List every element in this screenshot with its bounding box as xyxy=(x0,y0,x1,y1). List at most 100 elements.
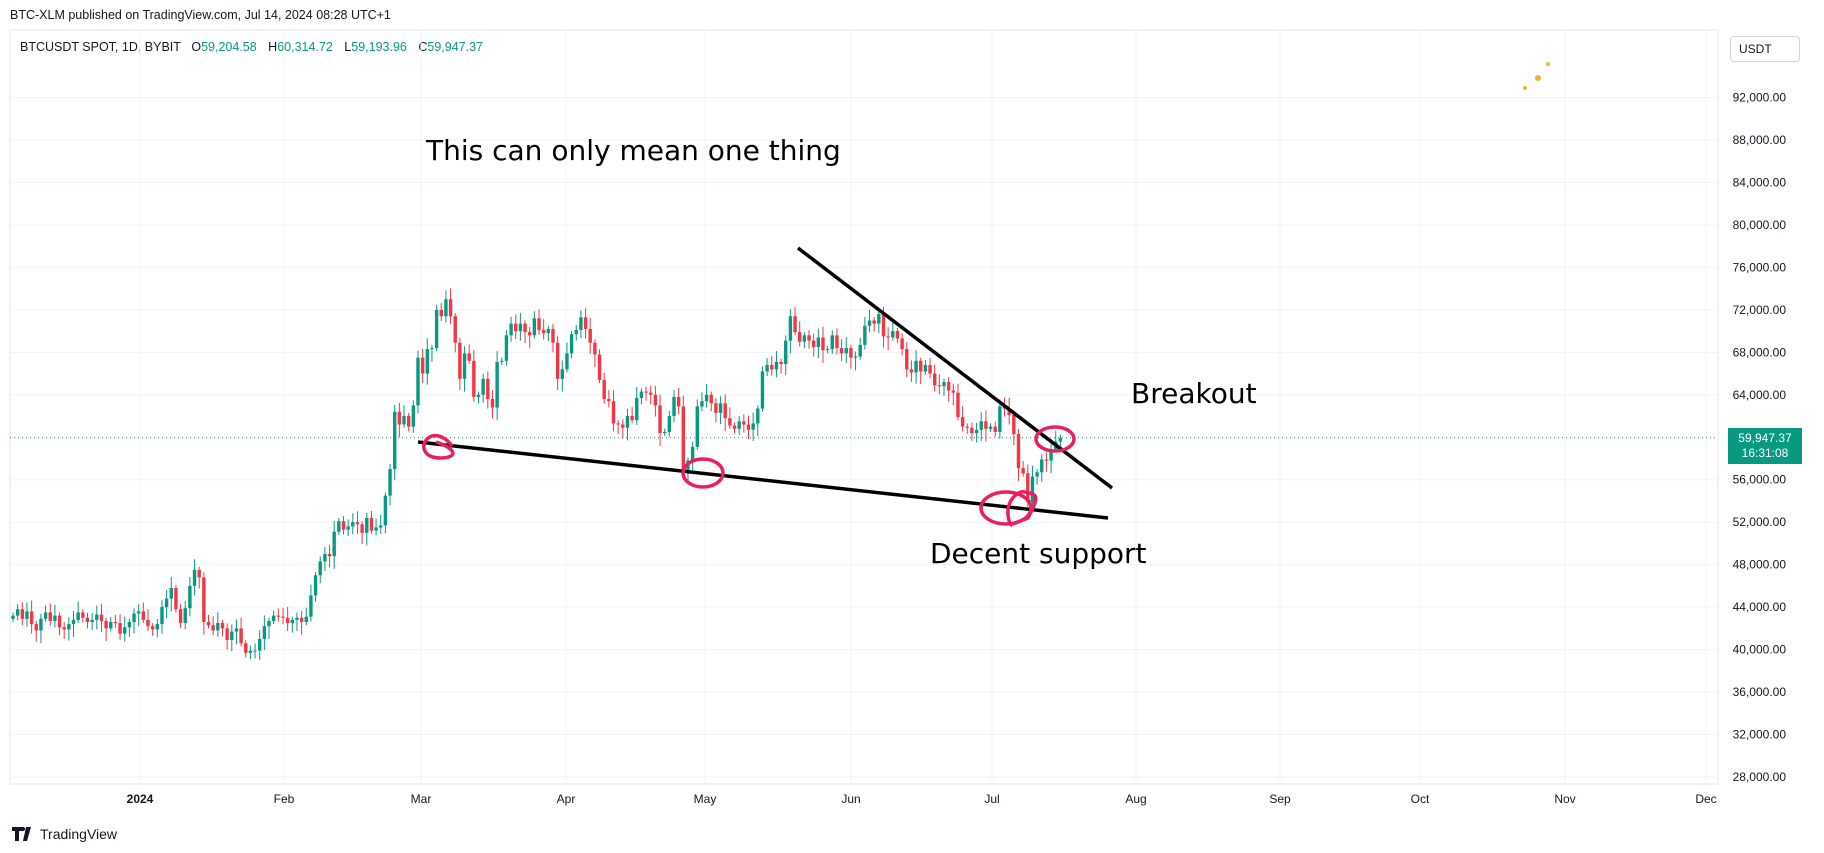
candle-body xyxy=(514,323,518,332)
last-price-value: 59,947.37 xyxy=(1738,431,1792,445)
candle-body xyxy=(262,626,267,639)
candle-body xyxy=(1040,459,1044,473)
candle-body xyxy=(239,628,243,644)
candle-body xyxy=(821,337,825,351)
candle-body xyxy=(15,609,20,616)
x-tick-label: Sep xyxy=(1269,792,1291,806)
candle-body xyxy=(444,299,448,317)
brand-footer[interactable]: TradingView xyxy=(12,826,117,842)
x-tick-label: Nov xyxy=(1554,792,1575,806)
candle-body xyxy=(211,625,215,631)
candle-body xyxy=(951,390,956,393)
candle-body xyxy=(667,416,672,432)
candle-body xyxy=(844,348,848,354)
breakout-annotation: Breakout xyxy=(1131,377,1257,410)
x-tick-label: Jul xyxy=(984,792,999,806)
candle-body xyxy=(462,353,467,379)
candlestick-series xyxy=(11,288,1063,661)
candle-body xyxy=(616,423,620,425)
candle-body xyxy=(751,423,755,430)
candle-body xyxy=(25,611,29,619)
candle-body xyxy=(67,624,71,630)
candle-body xyxy=(1026,473,1030,503)
brand-name: TradingView xyxy=(40,826,118,842)
candle-body xyxy=(178,609,183,624)
candle-body xyxy=(998,406,1002,432)
candle-body xyxy=(476,394,481,397)
candle-body xyxy=(230,631,234,641)
candle-body xyxy=(337,521,341,532)
symbol-legend: BTCUSDT SPOT, 1D, BYBIT O59,204.58 H60,3… xyxy=(20,40,491,54)
candle-body xyxy=(532,318,537,336)
candle-body xyxy=(825,349,830,351)
candle-body xyxy=(123,627,127,634)
candle-body xyxy=(1049,448,1053,461)
candle-body xyxy=(700,401,704,407)
candle-body xyxy=(853,356,858,358)
candle-body xyxy=(644,391,648,393)
candle-body xyxy=(886,336,890,338)
candle-body xyxy=(48,612,52,621)
candle-body xyxy=(267,620,271,627)
candle-body xyxy=(588,328,592,343)
candle-body xyxy=(355,522,360,525)
candle-body xyxy=(891,331,895,338)
candle-body xyxy=(150,626,155,630)
candle-body xyxy=(1035,472,1039,477)
tradingview-logo-icon xyxy=(12,827,31,841)
candle-body xyxy=(611,401,616,424)
x-tick-label: Jun xyxy=(841,792,860,806)
candle-body xyxy=(341,521,346,530)
candle-body xyxy=(295,617,299,620)
circle-mark-march xyxy=(422,433,455,460)
candle-body xyxy=(807,335,811,341)
candle-body xyxy=(546,328,551,334)
candle-body xyxy=(537,318,541,331)
candle-body xyxy=(816,337,821,348)
candle-body xyxy=(779,361,783,364)
candle-body xyxy=(192,569,197,586)
plot-area[interactable] xyxy=(9,29,1719,785)
y-tick-label: 76,000.00 xyxy=(1733,260,1787,274)
resistance-trendline[interactable] xyxy=(796,246,1114,490)
candle-body xyxy=(923,365,928,372)
candle-body xyxy=(490,399,495,408)
candle-body xyxy=(281,616,285,618)
circle-mark-may xyxy=(681,457,725,489)
candle-body xyxy=(928,365,932,374)
y-axis[interactable]: 92,000.00 88,000.00 84,000.00 80,000.00 76,0… xyxy=(1733,91,1787,785)
candle-body xyxy=(104,620,108,629)
candle-body xyxy=(276,615,281,617)
currency-dropdown[interactable]: USDT xyxy=(1730,36,1800,62)
candle-body xyxy=(318,561,322,576)
candle-body xyxy=(635,397,639,421)
candle-body xyxy=(621,424,625,428)
candle-body xyxy=(332,531,336,557)
support-trendline[interactable] xyxy=(417,440,1109,520)
candle-body xyxy=(909,369,914,373)
candle-body xyxy=(351,522,355,527)
candle-body xyxy=(448,299,453,317)
candle-body xyxy=(695,406,699,447)
candle-body xyxy=(225,628,229,641)
candle-body xyxy=(681,406,686,471)
candle-body xyxy=(81,612,85,618)
candle-body xyxy=(509,323,513,336)
candle-body xyxy=(919,360,923,372)
candle-body xyxy=(1030,476,1035,503)
candle-body xyxy=(574,330,578,335)
y-tick-label: 92,000.00 xyxy=(1733,91,1787,105)
candle-body xyxy=(99,614,104,621)
symbol-name[interactable]: BTCUSDT SPOT, 1D, BYBIT xyxy=(20,40,181,54)
candle-body xyxy=(369,517,374,531)
candle-body xyxy=(416,357,420,406)
candle-body xyxy=(914,360,918,373)
candle-body xyxy=(551,328,555,343)
x-axis[interactable]: 2024 Feb Mar Apr May Jun Jul Aug Sep Oct Nov Dec xyxy=(127,792,1717,806)
candle-body xyxy=(113,621,118,624)
candle-body xyxy=(327,554,332,557)
candle-body xyxy=(518,323,523,332)
candle-body xyxy=(942,382,946,387)
candle-body xyxy=(313,575,318,596)
